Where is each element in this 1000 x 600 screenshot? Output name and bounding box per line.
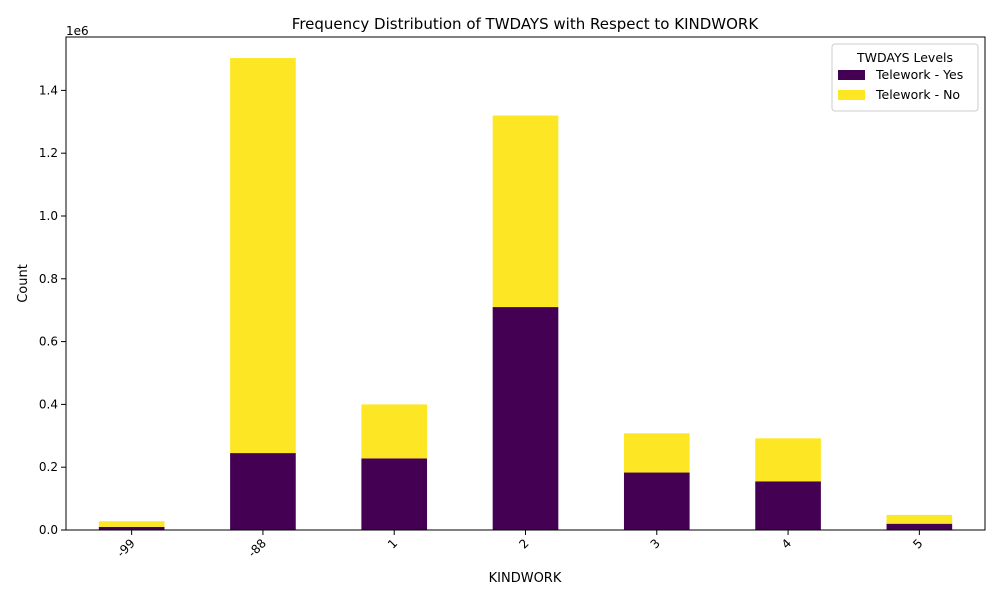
y-tick-label: 0.8 <box>39 272 58 286</box>
x-tick-label: -88 <box>245 536 269 560</box>
x-tick-label: 3 <box>648 536 663 551</box>
x-tick-label: 4 <box>779 536 794 551</box>
bar-telework-no-4 <box>755 438 821 482</box>
x-axis-ticks: -99 -88 1 2 3 4 5 <box>114 530 925 560</box>
x-tick-label: 2 <box>516 536 531 551</box>
chart-title: Frequency Distribution of TWDAYS with Re… <box>292 15 760 33</box>
x-tick-label: 1 <box>385 536 400 551</box>
legend-frame <box>831 43 979 112</box>
bar-telework-yes-5 <box>886 523 953 530</box>
legend-title: TWDAYS Levels <box>856 50 953 65</box>
y-tick-label: 0.2 <box>39 460 58 474</box>
x-axis-title: KINDWORK <box>489 571 562 586</box>
x-tick-label: -99 <box>114 536 138 560</box>
legend-swatch <box>838 70 865 80</box>
y-axis-ticks: 0.0 0.2 0.4 0.6 0.8 1.0 1.2 1.4 <box>39 83 66 537</box>
bar-telework-no--99 <box>98 521 165 527</box>
bar-telework-no-2 <box>492 115 559 308</box>
bar-telework-yes-3 <box>623 472 690 530</box>
bar-telework-yes-1 <box>361 458 428 530</box>
bar-telework-no-5 <box>886 514 953 524</box>
x-tick-label: 5 <box>910 536 925 551</box>
bar-telework-yes--88 <box>230 453 296 530</box>
y-tick-label: 1.0 <box>39 209 58 223</box>
y-tick-label: 0.4 <box>39 397 58 411</box>
y-axis-offset-label: 1e6 <box>66 24 89 38</box>
legend-label: Telework - Yes <box>875 67 963 82</box>
bar-telework-no--88 <box>230 58 296 454</box>
legend-swatch <box>838 90 865 100</box>
y-tick-label: 0.0 <box>39 523 58 537</box>
y-tick-label: 0.6 <box>39 335 58 349</box>
legend-label: Telework - No <box>875 87 960 102</box>
bars-group <box>98 58 953 530</box>
y-tick-label: 1.4 <box>39 83 58 97</box>
bar-telework-yes-2 <box>492 307 559 530</box>
y-tick-label: 1.2 <box>39 146 58 160</box>
bar-telework-no-3 <box>623 433 690 473</box>
bar-telework-no-1 <box>361 404 428 459</box>
y-axis-title: Count <box>16 264 31 303</box>
legend: TWDAYS Levels Telework - Yes Telework - N… <box>831 43 979 112</box>
bar-telework-yes--99 <box>98 526 165 530</box>
plot-frame <box>65 36 986 531</box>
bar-telework-yes-4 <box>755 481 821 530</box>
